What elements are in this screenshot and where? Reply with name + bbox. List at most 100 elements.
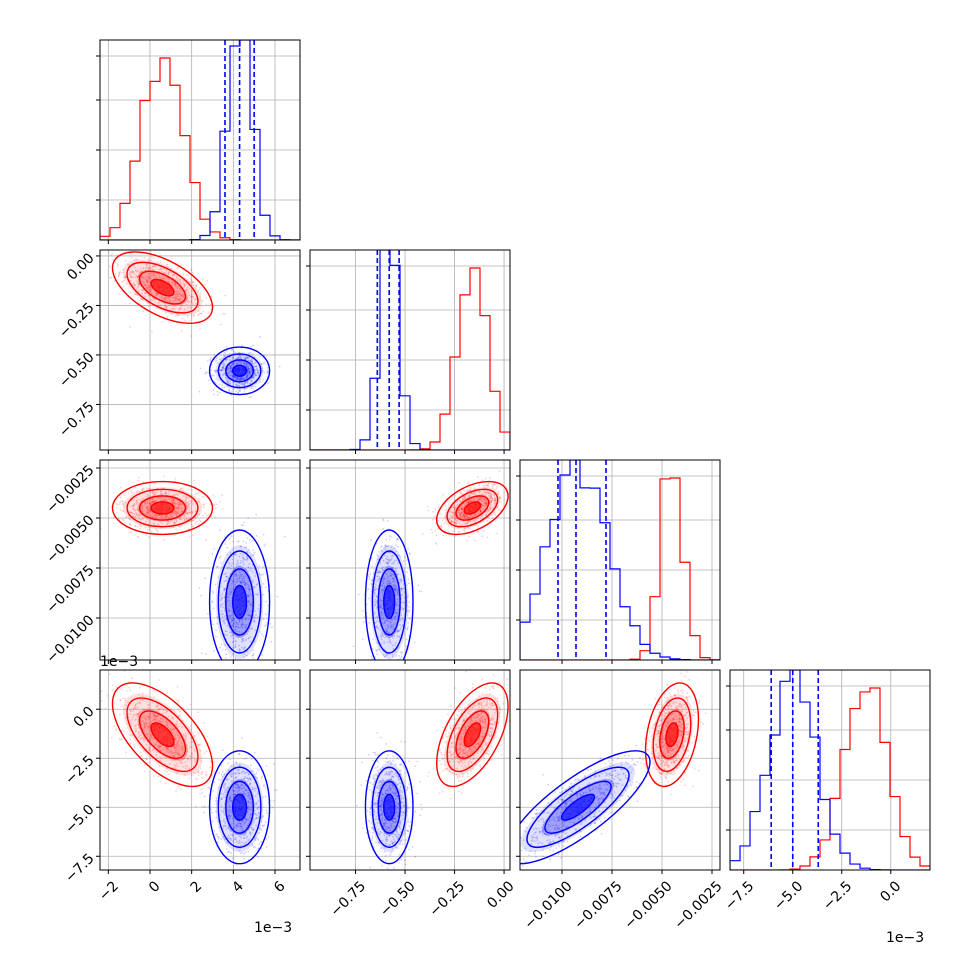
red-point [161, 320, 164, 323]
blue-point [244, 546, 246, 549]
blue-point [223, 386, 226, 389]
red-point [459, 512, 462, 515]
red-point [188, 511, 191, 514]
blue-point [375, 653, 378, 655]
red-point [148, 277, 150, 280]
red-point [188, 288, 191, 290]
blue-point [213, 548, 216, 551]
blue-point [233, 585, 236, 588]
blue-point [214, 370, 217, 372]
red-point [186, 315, 189, 318]
blue-point [252, 553, 255, 556]
blue-contour-0 [208, 529, 271, 660]
red-point [152, 266, 154, 268]
red-point [182, 294, 185, 297]
red-point [146, 286, 149, 289]
red-point [133, 284, 136, 287]
red-point [166, 263, 169, 266]
red-point [450, 498, 453, 501]
red-point [466, 526, 468, 529]
red-point [144, 502, 147, 505]
red-point [147, 511, 150, 514]
red-point [138, 518, 141, 521]
red-point [452, 511, 454, 514]
blue-point [244, 639, 247, 642]
blue-point [231, 634, 234, 637]
blue-point [276, 595, 279, 598]
blue-point [263, 625, 266, 628]
blue-point [243, 581, 246, 583]
blue-point [231, 363, 234, 365]
red-point [185, 274, 188, 276]
red-point [146, 278, 149, 281]
blue-point [241, 578, 244, 581]
blue-point [237, 574, 240, 576]
red-point [197, 313, 200, 316]
red-point [464, 496, 466, 498]
red-point [120, 729, 123, 732]
blue-point [225, 653, 228, 656]
red-point [183, 283, 186, 286]
red-point [148, 519, 151, 522]
red-point [156, 293, 159, 296]
blue-point [401, 651, 404, 654]
blue-point [232, 624, 235, 627]
red-point [138, 302, 141, 304]
blue-point [240, 357, 242, 360]
red-point [173, 513, 176, 515]
red-point [198, 501, 200, 503]
red-point [137, 509, 140, 512]
red-point [139, 523, 142, 525]
red-point [161, 523, 164, 525]
red-point [447, 503, 450, 505]
blue-point [225, 346, 228, 348]
red-point [164, 515, 167, 517]
blue-point [370, 655, 373, 658]
blue-point [205, 372, 208, 374]
blue-point [253, 551, 256, 554]
red-point [128, 518, 131, 521]
blue-point [253, 374, 255, 377]
blue-point [229, 382, 231, 385]
red-point [124, 697, 126, 700]
red-point [164, 498, 167, 501]
red-point [440, 513, 443, 516]
red-point [134, 524, 137, 527]
blue-point [235, 378, 238, 381]
blue-point [255, 365, 258, 368]
red-point [152, 512, 154, 515]
blue-point [245, 362, 248, 365]
red-point [190, 295, 193, 298]
red-point [173, 534, 176, 536]
red-point [168, 273, 170, 276]
red-point [180, 304, 183, 307]
blue-point [235, 574, 238, 576]
red-point [133, 284, 136, 287]
blue-point [234, 626, 237, 629]
red-point [192, 295, 195, 298]
red-point [199, 292, 202, 295]
blue-point [244, 667, 246, 669]
blue-point [403, 556, 406, 558]
blue-point [247, 370, 250, 373]
red-point [205, 297, 207, 300]
blue-point [198, 586, 201, 589]
red-point [150, 288, 153, 291]
blue-point [248, 587, 251, 590]
blue-point [246, 557, 249, 560]
blue-point [242, 559, 245, 562]
blue-point [210, 356, 212, 359]
blue-point [250, 380, 253, 383]
red-point [165, 296, 168, 299]
blue-point [232, 617, 235, 619]
red-point [206, 279, 209, 282]
red-point [151, 501, 154, 504]
red-point [178, 310, 180, 313]
red-point [469, 495, 471, 498]
blue-point [222, 367, 225, 369]
blue-point [227, 609, 230, 612]
red-point [175, 285, 178, 288]
red-point [141, 276, 143, 279]
red-point [159, 277, 162, 280]
red-point [151, 513, 153, 516]
